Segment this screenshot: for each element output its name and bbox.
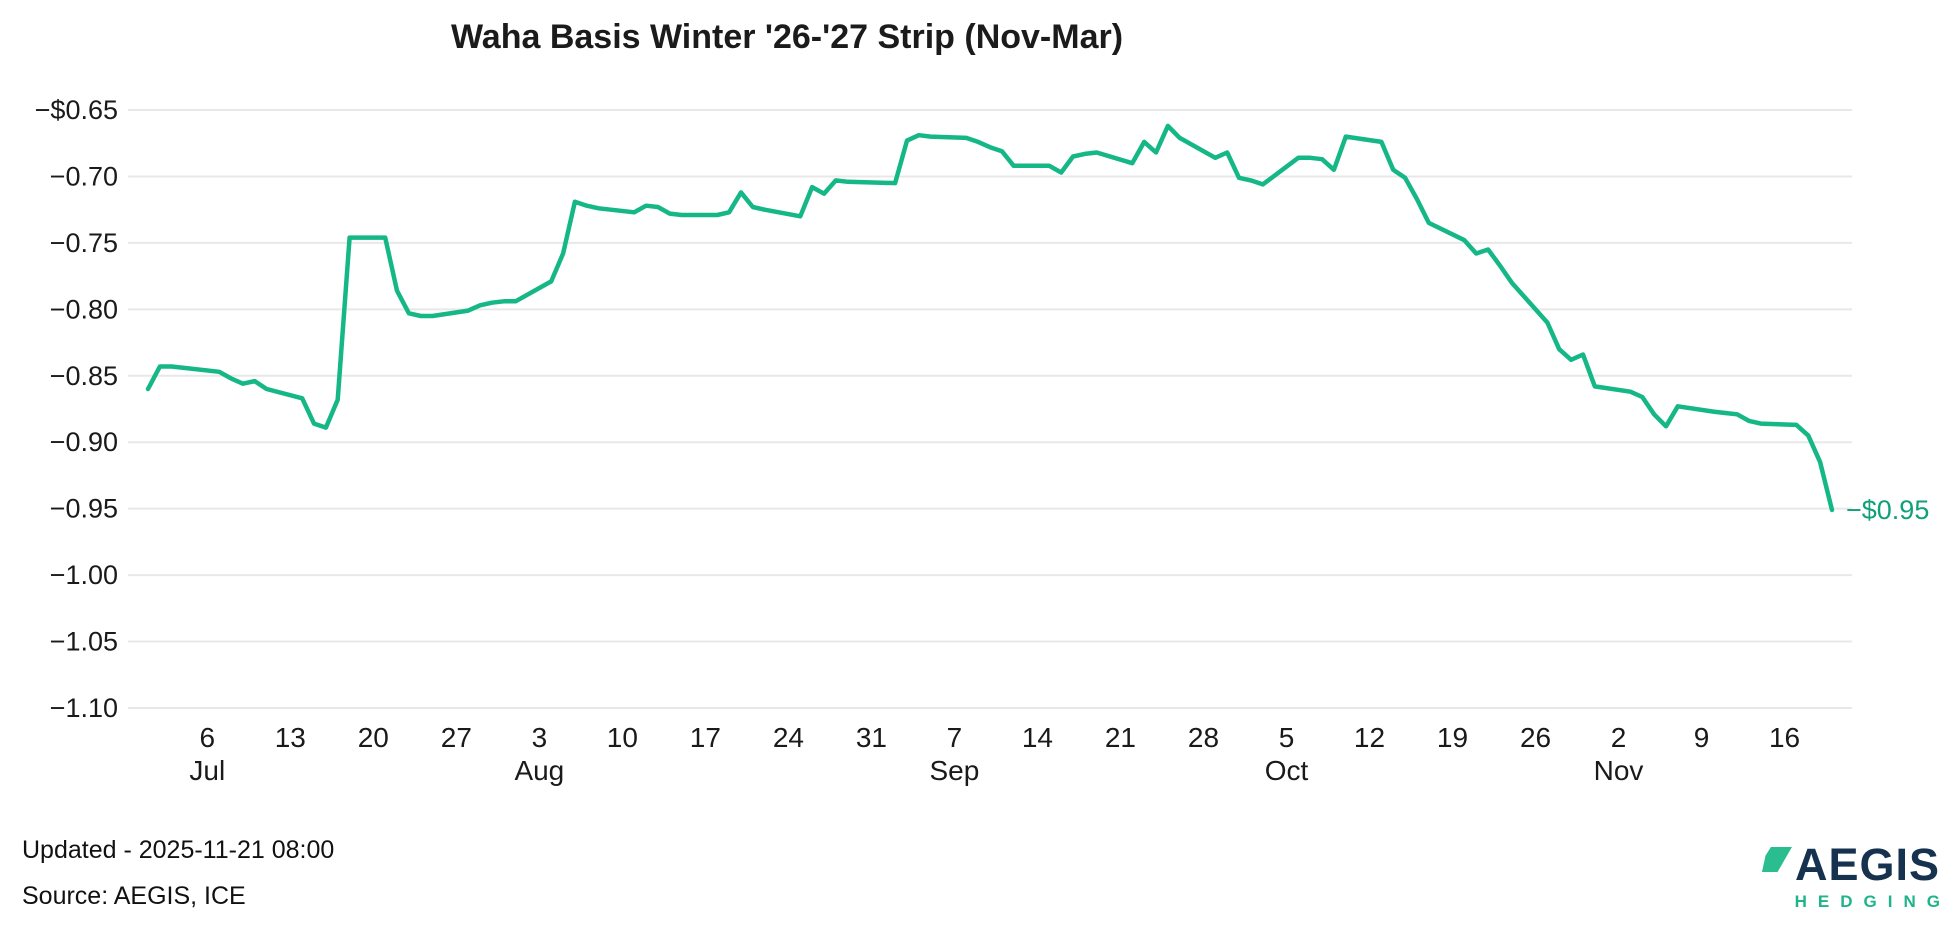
x-axis-tick-label: 19 bbox=[1437, 722, 1468, 753]
x-axis-tick-label: 17 bbox=[690, 722, 721, 753]
x-axis-tick-label: 14 bbox=[1022, 722, 1053, 753]
x-axis-tick-label: 26 bbox=[1520, 722, 1551, 753]
x-axis-tick-label: 6 bbox=[200, 722, 216, 753]
y-axis-tick-label: −0.80 bbox=[50, 294, 118, 324]
x-axis-tick-label: 16 bbox=[1769, 722, 1800, 753]
y-axis-tick-label: −1.10 bbox=[50, 693, 118, 723]
price-line bbox=[145, 123, 1835, 513]
last-price-label: −$0.95 bbox=[1846, 495, 1929, 525]
x-axis-tick-label: 10 bbox=[607, 722, 638, 753]
x-axis-month-label: Nov bbox=[1594, 755, 1644, 786]
source-text: Source: AEGIS, ICE bbox=[22, 882, 246, 910]
x-axis-tick-label: 20 bbox=[358, 722, 389, 753]
x-axis-month-label: Aug bbox=[514, 755, 564, 786]
y-axis-tick-label: −$0.65 bbox=[35, 95, 118, 125]
y-axis-tick-label: −0.70 bbox=[50, 161, 118, 191]
chart-title: Waha Basis Winter '26-'27 Strip (Nov-Mar… bbox=[450, 18, 1124, 56]
x-axis-month-label: Jul bbox=[189, 755, 225, 786]
x-axis-tick-label: 3 bbox=[532, 722, 548, 753]
x-axis-tick-label: 13 bbox=[275, 722, 306, 753]
x-axis-tick-label: 24 bbox=[773, 722, 804, 753]
x-axis-month-label: Oct bbox=[1265, 755, 1309, 786]
x-axis-tick-label: 12 bbox=[1354, 722, 1385, 753]
x-axis-tick-label: 28 bbox=[1188, 722, 1219, 753]
updated-text: Updated - 2025-11-21 08:00 bbox=[22, 836, 335, 864]
footer: Updated - 2025-11-21 08:00 Source: AEGIS… bbox=[22, 836, 334, 911]
logo-flag-icon bbox=[1761, 847, 1792, 872]
y-axis-tick-label: −0.85 bbox=[50, 361, 118, 391]
y-axis-tick-label: −1.00 bbox=[50, 560, 118, 590]
x-axis-month-label: Sep bbox=[930, 755, 980, 786]
logo-subtitle: HEDGING bbox=[1794, 892, 1951, 911]
x-axis-tick-label: 7 bbox=[947, 722, 963, 753]
y-axis-tick-label: −0.75 bbox=[50, 228, 118, 258]
y-axis-tick-label: −0.95 bbox=[50, 494, 118, 524]
x-axis-tick-label: 2 bbox=[1611, 722, 1627, 753]
aegis-logo: AEGIS HEDGING bbox=[1740, 842, 1940, 912]
x-axis-tick-label: 9 bbox=[1694, 722, 1710, 753]
x-axis-tick-label: 21 bbox=[1105, 722, 1136, 753]
logo-row: AEGIS bbox=[1740, 842, 1940, 887]
x-axis-tick-label: 5 bbox=[1279, 722, 1295, 753]
y-axis-tick-label: −0.90 bbox=[50, 427, 118, 457]
y-axis-tick-label: −1.05 bbox=[50, 627, 118, 657]
x-axis-tick-label: 31 bbox=[856, 722, 887, 753]
x-axis-tick-label: 27 bbox=[441, 722, 472, 753]
logo-wordmark: AEGIS bbox=[1794, 839, 1940, 890]
